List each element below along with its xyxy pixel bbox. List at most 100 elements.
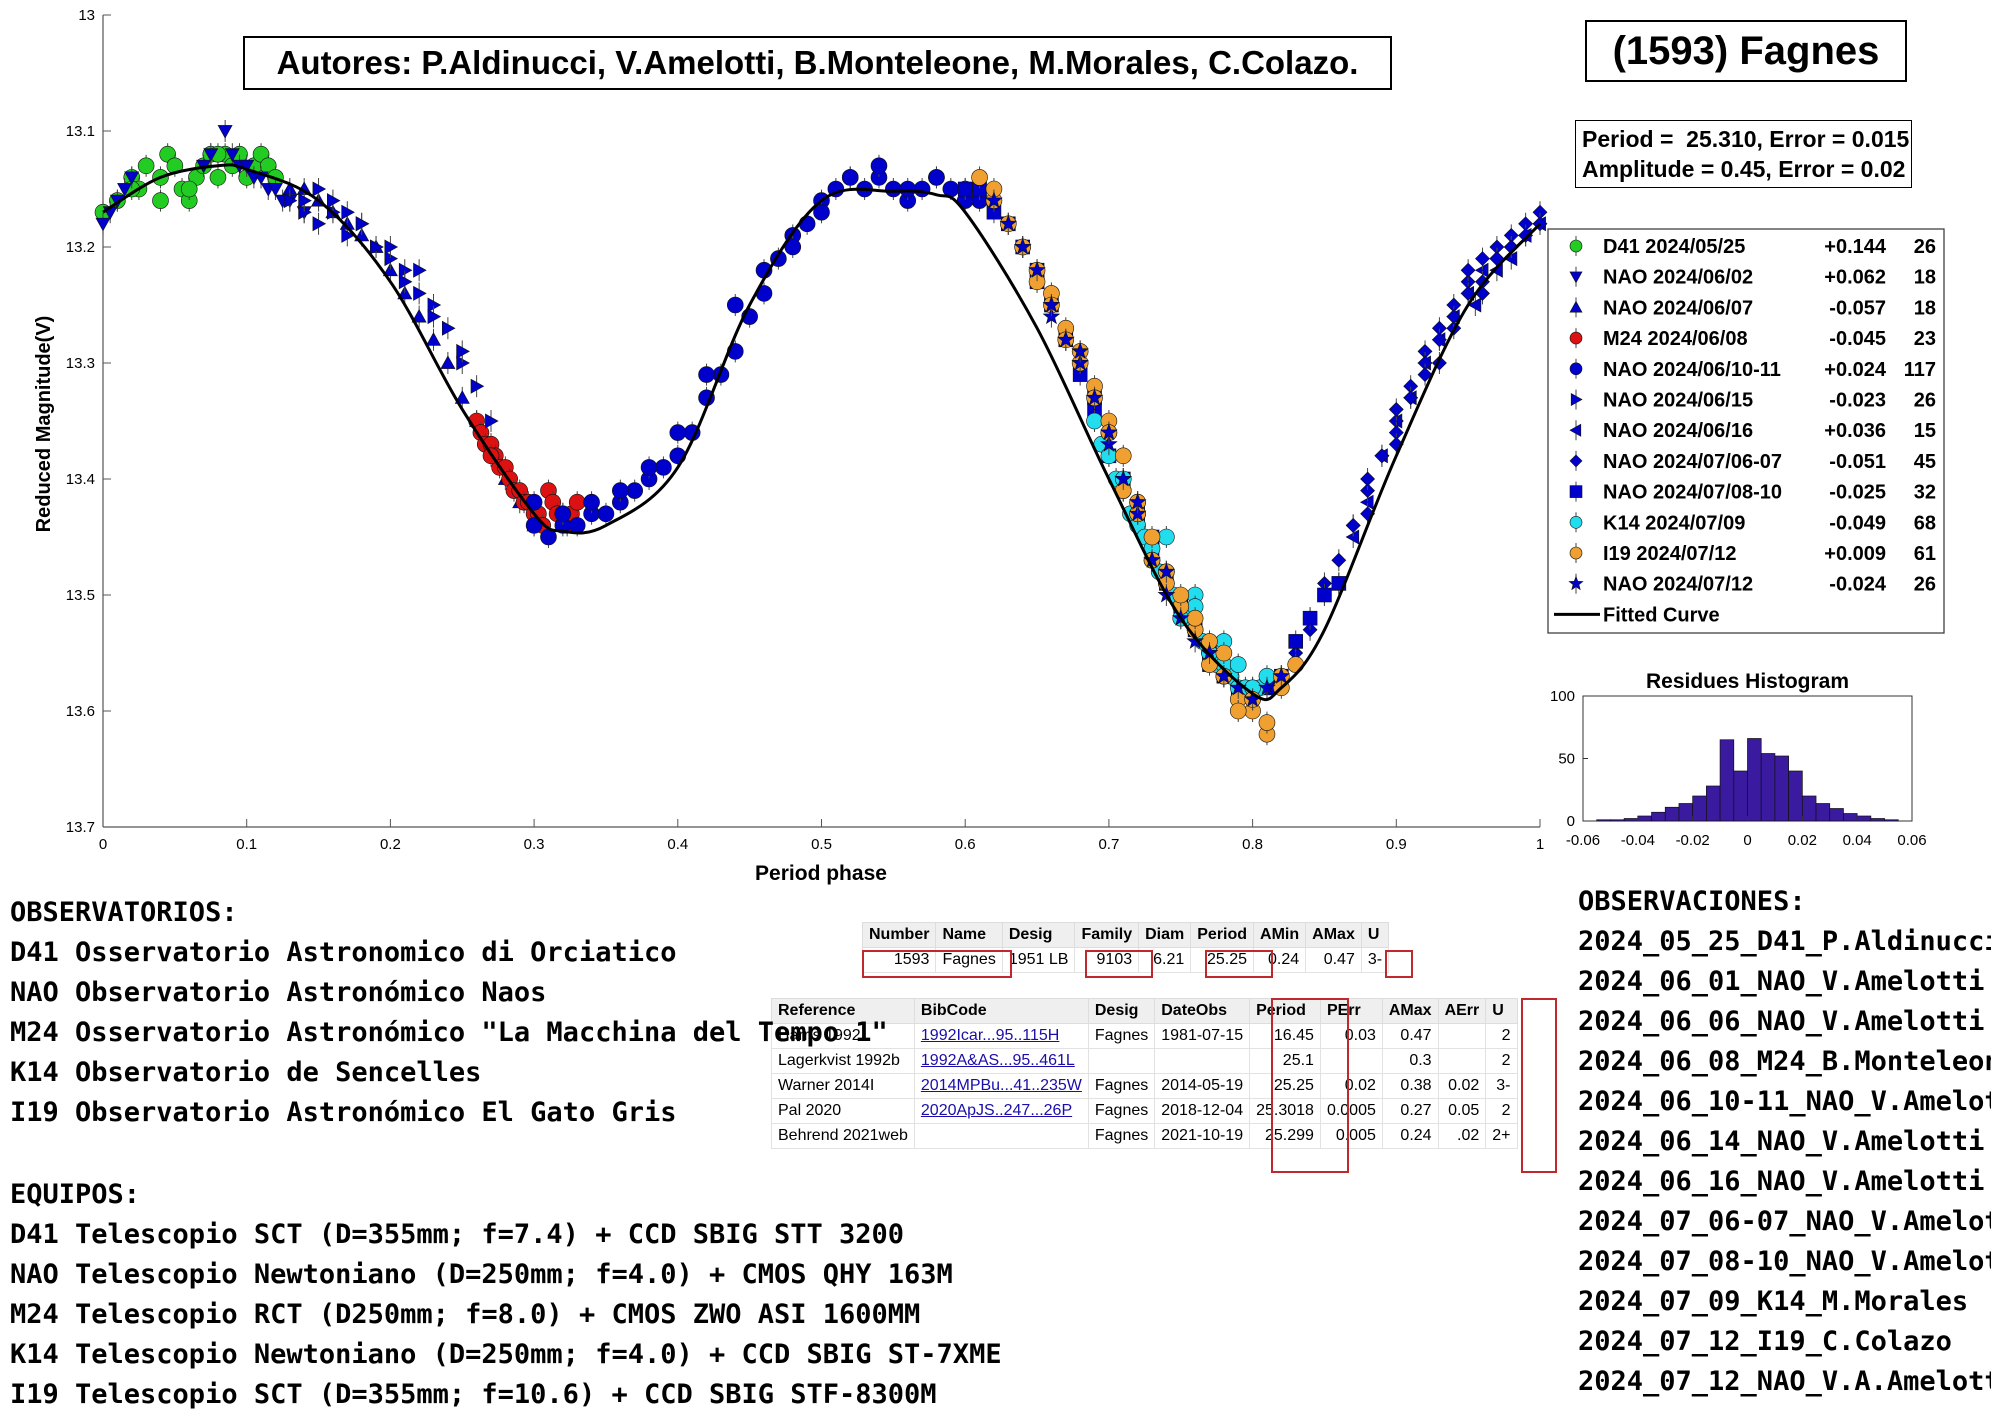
data-point <box>655 459 672 476</box>
data-point <box>95 217 111 232</box>
observacion-item: 2024_05_25_D41_P.Aldinucci <box>1578 926 1991 957</box>
table-cell: Behrend 2021web <box>771 1123 915 1149</box>
observacion-item: 2024_07_09_K14_M.Morales <box>1578 1286 1969 1317</box>
observacion-item: 2024_07_08-10_NAO_V.Amelotti <box>1578 1246 1991 1277</box>
data-point <box>1475 251 1490 267</box>
table-header-cell: DateObs <box>1154 998 1251 1024</box>
histogram-x-tick-label: 0.04 <box>1843 832 1872 849</box>
table-cell: 0.02 <box>1319 1073 1383 1099</box>
data-point <box>456 343 470 359</box>
data-point <box>384 251 399 267</box>
y-tick-label: 13.2 <box>66 239 95 256</box>
data-point <box>117 183 133 197</box>
series-4 <box>525 154 988 548</box>
lightcurve-figure: 0 0.1 0.2 0.3 0.4 0.5 0.6 0.7 0.8 0.9 1 13 13.1 13.2 1… <box>33 7 1945 885</box>
highlight-u <box>1385 950 1413 978</box>
fit-amplitude-line: Amplitude = 0.45, Error = 0.02 <box>1582 156 1906 182</box>
legend-marker <box>1569 331 1583 345</box>
table-row: Pal 2020 2020ApJS..247...26P Fagnes 2018-12… <box>771 1098 1518 1124</box>
x-tick-label: 0.4 <box>667 836 688 853</box>
histogram-bar <box>1760 753 1776 822</box>
x-tick-label: 1 <box>1536 836 1544 853</box>
data-point <box>1229 678 1248 696</box>
data-point <box>1157 562 1176 580</box>
data-point <box>440 355 456 369</box>
series-8 <box>957 178 1347 699</box>
table-cell <box>1437 1023 1487 1049</box>
data-point <box>298 193 312 209</box>
x-axis-label: Period phase <box>755 862 887 885</box>
table-cell: 2 <box>1485 1023 1518 1049</box>
table-cell: 2 <box>1485 1048 1518 1074</box>
observacion-item: 2024_06_01_NAO_V.Amelotti <box>1578 966 1985 997</box>
observatorio-item: I19 Observatorio Astronómico El Gato Gri… <box>10 1097 677 1128</box>
authors-box: Autores: P.Aldinucci, V.Amelotti, B.Mont… <box>243 36 1392 90</box>
histogram-bar <box>1719 739 1735 822</box>
histogram-bar <box>1623 818 1639 822</box>
legend-count: 32 <box>1914 482 1936 504</box>
bibcode-link[interactable]: 2020ApJS..247...26P <box>920 1102 1073 1119</box>
legend-label: NAO 2024/06/15 <box>1603 390 1753 412</box>
data-point <box>669 424 687 441</box>
bibcode-link[interactable]: 1992A&AS...95..461L <box>920 1052 1075 1069</box>
legend-marker <box>1569 515 1583 529</box>
table-cell: 0.005 <box>1319 1123 1383 1149</box>
histogram-x-tick-label: 0.06 <box>1897 832 1926 849</box>
legend-count: 26 <box>1914 236 1936 258</box>
data-point <box>326 193 341 209</box>
legend-label: NAO 2024/06/10-11 <box>1603 359 1781 381</box>
series-9 <box>1086 410 1276 711</box>
legend-offset: -0.024 <box>1829 574 1887 596</box>
histogram-x-tick-label: 0 <box>1743 832 1751 849</box>
series-7 <box>1288 201 1548 664</box>
data-point <box>698 366 715 383</box>
table-cell: Fagnes <box>1087 1123 1156 1149</box>
observatorios-section: OBSERVATORIOS: D41 Osservatorio Astronom… <box>10 893 888 1133</box>
y-tick-label: 13.1 <box>66 123 95 140</box>
legend-offset: +0.036 <box>1824 420 1886 442</box>
asteroid-name-box: (1593) Fagnes <box>1585 20 1907 82</box>
data-point <box>899 180 917 198</box>
table-cell: 3- <box>1360 947 1390 973</box>
data-point <box>427 297 442 313</box>
observacion-item: 2024_06_16_NAO_V.Amelotti <box>1578 1166 1985 1197</box>
histogram-bar <box>1610 819 1625 822</box>
legend-offset: -0.057 <box>1829 297 1886 319</box>
table-cell <box>1154 1048 1251 1074</box>
lightcurve-axes: 0 0.1 0.2 0.3 0.4 0.5 0.6 0.7 0.8 0.9 1 13 13.1 13.2 1… <box>66 7 1544 853</box>
histogram-x-tick-label: -0.04 <box>1621 832 1655 849</box>
table-cell: 25.1 <box>1249 1048 1321 1074</box>
data-point <box>267 183 283 197</box>
histogram-y-tick-label: 100 <box>1550 688 1575 705</box>
series-5 <box>283 178 499 432</box>
table-cell: 0.47 <box>1381 1023 1439 1049</box>
table-cell: 2 <box>1485 1098 1518 1124</box>
histogram-bar <box>1870 818 1885 822</box>
table-cell: Lagerkvist 1992b <box>771 1048 915 1074</box>
bibcode-link[interactable]: 1992Icar...95..115H <box>920 1027 1060 1044</box>
bibcode-link[interactable]: 2014MPBu...41..235W <box>920 1077 1082 1094</box>
table-cell: 1951 LB <box>1001 947 1076 973</box>
x-tick-label: 0.5 <box>811 836 832 853</box>
table-cell: 0.24 <box>1381 1123 1439 1149</box>
fit-info-box: Period = 25.310, Error = 0.015 Amplitude… <box>1575 120 1912 188</box>
table-cell: 25.299 <box>1249 1123 1321 1149</box>
data-point <box>1460 262 1476 278</box>
data-point <box>1431 332 1447 348</box>
series-11 <box>985 189 1291 711</box>
table-cell: Harris 1992 <box>771 1023 915 1049</box>
data-point <box>1302 622 1318 638</box>
data-point <box>1158 528 1175 546</box>
data-point <box>1360 471 1376 487</box>
legend-offset: +0.144 <box>1824 236 1887 258</box>
data-point <box>413 262 427 278</box>
equipo-item: K14 Telescopio Newtoniano (D=250mm; f=4.… <box>10 1339 1002 1370</box>
bibcode-cell: 2014MPBu...41..235W <box>913 1073 1089 1099</box>
data-point <box>1186 632 1204 649</box>
data-point <box>640 459 658 476</box>
legend-count: 61 <box>1914 543 1936 565</box>
histogram-bar <box>1637 815 1652 822</box>
data-point <box>1258 678 1276 696</box>
legend-label: K14 2024/07/09 <box>1603 512 1745 534</box>
table-header-cell: Family <box>1074 922 1140 948</box>
